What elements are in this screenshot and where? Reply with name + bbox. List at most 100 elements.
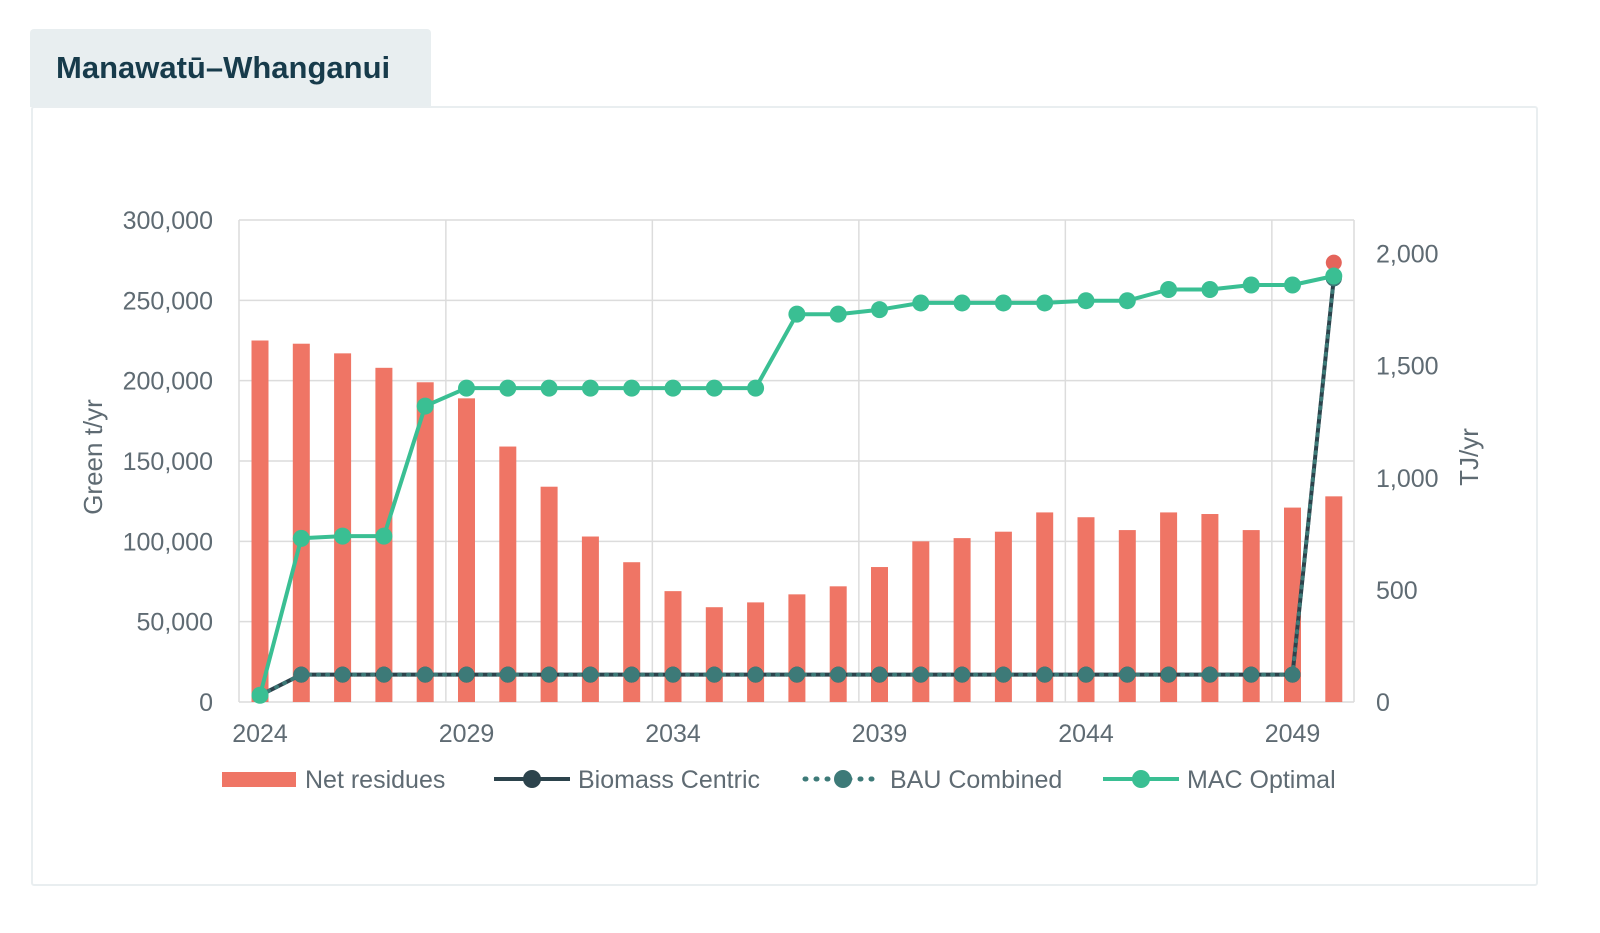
bar-net-residues (1284, 507, 1301, 702)
bar-net-residues (994, 531, 1012, 702)
legend: Net residues Biomass Centric BAU Combined M… (222, 766, 1336, 794)
y-tick-label-right: 2,000 (1376, 241, 1439, 269)
y-tick-label-left: 150,000 (123, 448, 213, 476)
legend-label-net-residues: Net residues (305, 766, 445, 794)
bar-net-residues (1242, 530, 1260, 702)
series-bau-combined-point (747, 666, 764, 683)
bar-net-residues (1118, 530, 1136, 702)
y-tick-label-left: 300,000 (123, 207, 213, 235)
y-tick-label-left: 50,000 (137, 609, 213, 637)
series-bau-combined-point (995, 666, 1012, 683)
bar-net-residues (1160, 512, 1178, 702)
legend-label-mac-optimal: MAC Optimal (1187, 766, 1336, 794)
series-mac-optimal-point (1325, 267, 1343, 285)
series-mac-optimal-point (292, 529, 310, 547)
series-mac-optimal-point (747, 379, 765, 397)
series-bau-combined-point (1036, 666, 1053, 683)
bar-net-residues (1201, 514, 1219, 702)
series-mac-optimal-point (871, 301, 888, 319)
bar-net-residues (251, 340, 269, 702)
series-bau-combined-point (417, 666, 434, 683)
chart-panel (31, 106, 1538, 886)
y-axis-right-title: TJ/yr (1454, 428, 1484, 486)
series-mac-optimal-point (994, 294, 1012, 312)
y-tick-label-left: 250,000 (123, 287, 213, 315)
series-bau-combined-point (1201, 666, 1218, 683)
y-axis-left: 0 50,000 100,000 150,000 200,000 250,000 300,0… (123, 207, 213, 717)
bar-net-residues (953, 538, 971, 702)
series-bau-combined-point (1119, 666, 1136, 683)
series-mac-optimal-point (251, 686, 269, 704)
y-axis-right: 0 500 1,000 1,500 2,000 (1376, 241, 1439, 717)
series-mac-optimal-point (416, 397, 434, 415)
bar-net-residues (705, 607, 723, 702)
bar-net-residues (581, 536, 599, 702)
series-bau-combined-point (1160, 666, 1177, 683)
bar-net-residues (829, 586, 847, 702)
series-mac-optimal (251, 267, 1343, 704)
y-tick-label-right: 500 (1376, 577, 1418, 605)
series-bau-combined-point (458, 666, 475, 683)
series-mac-optimal-point (581, 379, 599, 397)
series-mac-optimal-point (829, 305, 847, 323)
series-bau-combined-point (1243, 666, 1260, 683)
legend-marker-bau-combined (834, 770, 852, 788)
x-tick-label: 2049 (1265, 720, 1321, 748)
series-mac-optimal-point (705, 379, 723, 397)
x-tick-label: 2029 (439, 720, 495, 748)
series-mac-optimal-point (1284, 276, 1301, 294)
region-title: Manawatū–Whanganui (56, 50, 391, 85)
legend-marker-biomass-centric (523, 770, 541, 788)
x-tick-label: 2024 (232, 720, 288, 748)
bar-net-residues (664, 591, 682, 702)
series-mac-optimal-point (334, 527, 352, 545)
x-tick-label: 2044 (1058, 720, 1114, 748)
y-axis-left-title: Green t/yr (78, 399, 108, 515)
bar-net-residues (292, 343, 310, 702)
series-mac-optimal-point (1118, 292, 1136, 310)
series-mac-optimal-point (375, 527, 393, 545)
legend-swatch-net-residues (222, 772, 296, 787)
series-mac-optimal-point (1036, 294, 1054, 312)
y-tick-label-left: 0 (199, 689, 213, 717)
y-tick-label-right: 1,500 (1376, 353, 1439, 381)
bar-net-residues (788, 594, 806, 702)
series-mac-optimal-point (1077, 292, 1095, 310)
bar-net-residues (499, 446, 517, 702)
bar-net-residues (1036, 512, 1054, 702)
bar-net-residues (416, 382, 434, 702)
x-tick-label: 2039 (852, 720, 908, 748)
series-mac-optimal-point (1201, 280, 1219, 298)
bar-net-residues (623, 562, 641, 702)
series-bau-combined-point (954, 666, 971, 683)
bar-net-residues (1325, 496, 1343, 702)
y-tick-label-right: 0 (1376, 689, 1390, 717)
bar-net-residues (747, 602, 765, 702)
legend-label-bau-combined: BAU Combined (890, 766, 1062, 794)
series-bau-combined-point (375, 666, 392, 683)
series-mac-optimal-point (458, 379, 475, 397)
series-bau-combined-point (830, 666, 847, 683)
region-tab[interactable]: Manawatū–Whanganui (30, 29, 431, 107)
series-bau-combined-point (623, 666, 640, 683)
x-tick-label: 2034 (645, 720, 701, 748)
bar-net-residues (1077, 517, 1095, 702)
series-bau-combined-point (706, 666, 723, 683)
bar-net-residues (912, 541, 930, 702)
series-bau-combined-point (871, 666, 888, 683)
series-mac-optimal-point (623, 379, 641, 397)
series-bau-combined-point (582, 666, 599, 683)
series-bau-combined-point (293, 666, 310, 683)
series-mac-optimal-point (1242, 276, 1260, 294)
series-mac-optimal-point (1160, 280, 1178, 298)
series-mac-optimal-point (912, 294, 930, 312)
series-bau-combined-point (499, 666, 516, 683)
y-tick-label-left: 100,000 (123, 528, 213, 556)
series-bau-combined (252, 270, 1342, 704)
bars-net-residues (251, 340, 1343, 702)
series-bau-combined-point (1078, 666, 1094, 683)
legend-marker-mac-optimal (1132, 770, 1150, 788)
series-bau-combined-point (788, 666, 805, 683)
y-tick-label-left: 200,000 (123, 368, 213, 396)
